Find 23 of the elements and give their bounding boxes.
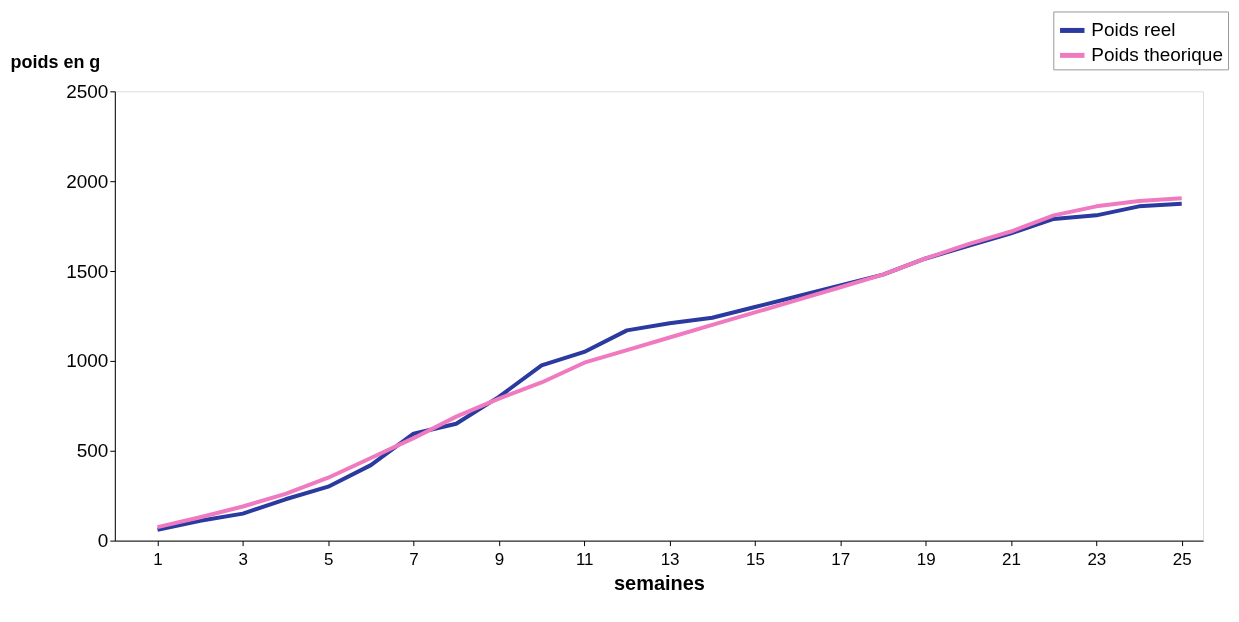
legend-label: Poids reel	[1091, 19, 1176, 41]
y-tick-label: 0	[97, 530, 109, 552]
y-tick-label: 2500	[66, 80, 109, 102]
x-tick-label: 21	[1002, 550, 1021, 570]
x-tick-label: 7	[409, 550, 419, 570]
x-tick-label: 25	[1172, 550, 1192, 570]
y-tick-label: 500	[76, 440, 109, 462]
x-axis-title: semaines	[613, 572, 705, 595]
y-tick-label: 1500	[66, 260, 109, 282]
x-tick-label: 5	[323, 550, 334, 570]
x-tick-label: 23	[1087, 550, 1107, 570]
x-tick-label: 13	[660, 550, 680, 570]
legend-label: Poids theorique	[1091, 44, 1223, 66]
x-tick-label: 17	[831, 550, 851, 570]
x-tick-label: 19	[916, 550, 936, 570]
y-tick-label: 1000	[66, 350, 109, 372]
x-tick-label: 11	[575, 550, 594, 570]
x-tick-label: 15	[746, 550, 765, 570]
y-axis-title: poids en g	[10, 51, 101, 72]
x-tick-label: 9	[494, 550, 505, 570]
x-tick-label: 3	[238, 550, 249, 570]
y-tick-label: 2000	[66, 170, 109, 192]
x-tick-label: 1	[153, 550, 163, 570]
